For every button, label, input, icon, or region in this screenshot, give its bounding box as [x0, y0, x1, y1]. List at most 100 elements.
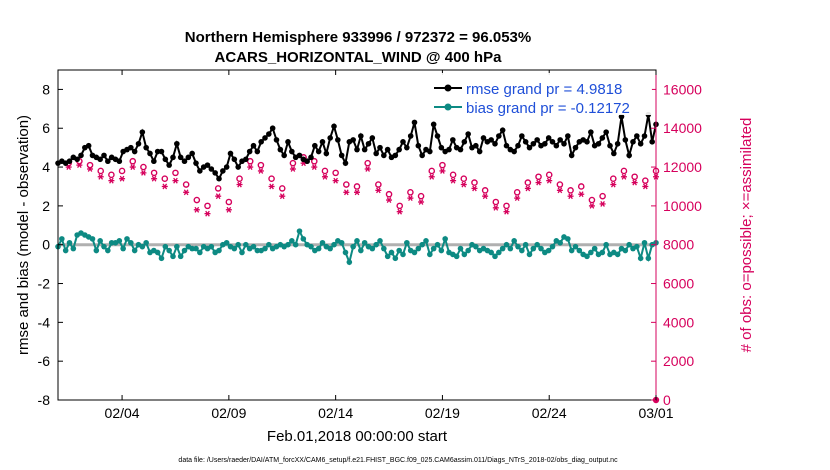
rmse-point [496, 133, 502, 139]
asterisk-stroke [215, 193, 221, 200]
bias-point [361, 239, 368, 246]
rmse-point [377, 144, 383, 151]
bias-point [507, 245, 514, 252]
bias-point [327, 245, 333, 252]
bias-point [381, 245, 387, 252]
bias-point [289, 238, 295, 244]
left-tick-label: 2 [42, 198, 50, 214]
asterisk-stroke [376, 187, 381, 194]
rmse-point [614, 140, 621, 147]
obs-possible-point [545, 171, 553, 179]
right-tick-label: 12000 [663, 159, 702, 175]
rmse-point [308, 154, 314, 161]
obs-assimilated-point [236, 181, 243, 188]
chart-title-line1: Northern Hemisphere 933996 / 972372 = 96… [185, 29, 531, 46]
rmse-point [457, 146, 464, 153]
asterisk-stroke [632, 179, 637, 186]
obs-assimilated-point [97, 173, 104, 180]
right-tick-label: 4000 [663, 314, 694, 330]
obs-possible-point [257, 161, 265, 169]
left-tick-label: 4 [42, 159, 50, 175]
rmse-point [545, 135, 552, 141]
bias-point [250, 243, 257, 250]
rmse-point [641, 133, 648, 139]
rmse-point [626, 152, 632, 159]
obs-possible-point [492, 198, 500, 206]
obs-possible-point [481, 187, 489, 194]
obs-assimilated-point [492, 204, 499, 211]
rmse-point [74, 156, 80, 163]
rmse-point [526, 144, 533, 151]
rmse-point [561, 140, 567, 147]
asterisk-stroke [589, 202, 595, 209]
obs-assimilated-point [450, 177, 457, 184]
bias-point [97, 238, 103, 244]
bias-point [488, 249, 494, 256]
asterisk-stroke [546, 177, 552, 184]
bias-point [419, 241, 425, 248]
rmse-point [97, 156, 103, 163]
obs-possible-point [193, 196, 201, 204]
rmse-point [565, 133, 571, 139]
rmse-point [434, 133, 441, 139]
rmse-point [143, 144, 149, 151]
bias-point [197, 249, 203, 256]
bias-point [568, 247, 575, 254]
right-tick-label: 6000 [663, 276, 694, 292]
obs-assimilated-point [418, 199, 425, 205]
obs-assimilated-point [567, 193, 574, 200]
obs-possible-point [428, 167, 436, 175]
rmse-point [250, 142, 257, 149]
rmse-point [331, 123, 337, 130]
asterisk-stroke [109, 177, 114, 184]
rmse-point [315, 148, 322, 155]
bias-point [622, 247, 629, 254]
rmse-point [185, 154, 192, 161]
obs-assimilated-point [268, 183, 275, 190]
bias-point [354, 238, 360, 244]
bias-point [162, 243, 169, 250]
bias-point [465, 247, 471, 254]
rmse-point [400, 139, 406, 145]
rmse-point [511, 148, 517, 155]
bias-point [216, 247, 222, 254]
obs-assimilated-point [460, 181, 467, 188]
rmse-point [262, 135, 268, 141]
rmse-point [411, 119, 418, 126]
rmse-point [350, 137, 356, 143]
bias-point [603, 241, 609, 248]
bias-point [208, 243, 215, 250]
rmse-point [446, 146, 452, 153]
asterisk-stroke [482, 193, 488, 200]
bias-point [105, 247, 111, 254]
rmse-point [338, 152, 345, 159]
rmse-point [319, 139, 326, 145]
rmse-point [216, 175, 222, 182]
asterisk-stroke [77, 162, 82, 169]
asterisk-stroke [269, 183, 274, 190]
bias-point [473, 243, 479, 250]
rmse-point [584, 139, 590, 145]
bias-point [511, 238, 517, 244]
obs-possible-point [225, 198, 233, 206]
bias-point [131, 247, 138, 254]
obs-assimilated-point [375, 187, 382, 194]
obs-possible-point [310, 157, 318, 165]
rmse-point [273, 137, 280, 143]
obs-assimilated-point [631, 179, 638, 186]
obs-possible-point [439, 161, 446, 169]
obs-assimilated-point [204, 210, 211, 217]
bias-point [626, 241, 632, 248]
asterisk-stroke [247, 164, 253, 170]
bias-point [174, 243, 180, 250]
bias-point [565, 236, 571, 242]
rmse-point [522, 139, 529, 145]
rmse-point [637, 140, 644, 147]
bias-point [492, 253, 498, 260]
obs-assimilated-point [172, 177, 179, 184]
bias-point [70, 245, 77, 252]
left-tick-label: -4 [38, 314, 51, 330]
bias-point [641, 239, 648, 246]
asterisk-stroke [311, 164, 317, 170]
rmse-point [415, 142, 422, 149]
